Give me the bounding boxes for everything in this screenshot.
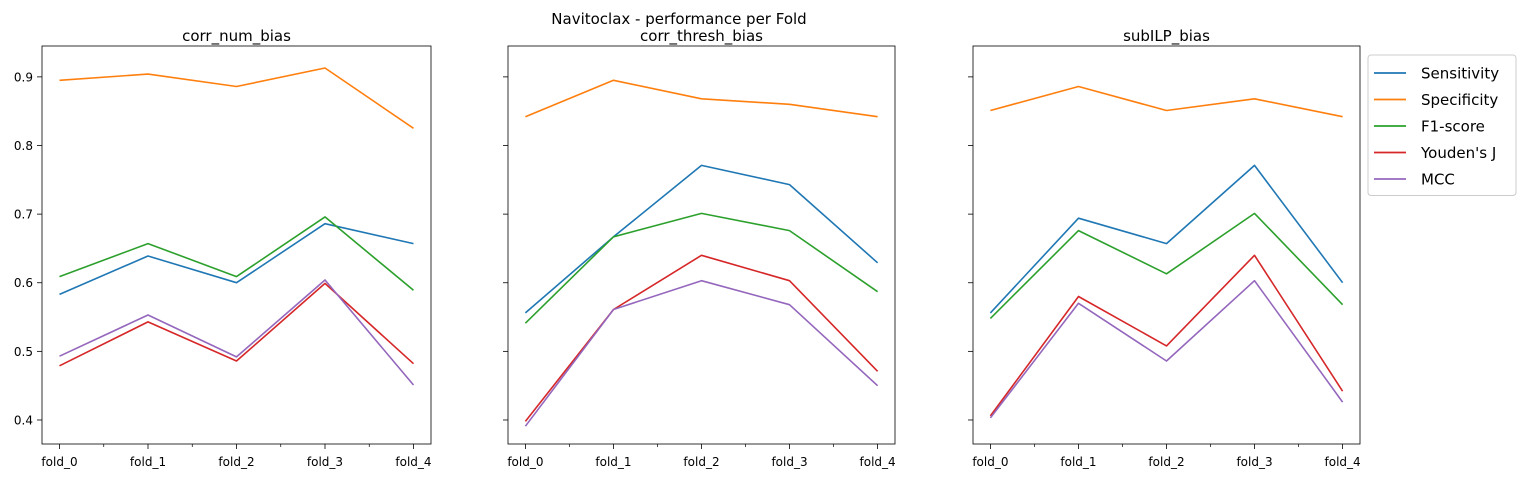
legend-label: F1-score <box>1421 118 1485 136</box>
legend-label: MCC <box>1421 171 1455 189</box>
figure-suptitle: Navitoclax - performance per Fold <box>551 10 806 28</box>
subplot-1: corr_num_bias fold_0 fold_1 fold_2 fold_3 fol… <box>14 27 432 469</box>
series-line-specificity <box>525 79 878 118</box>
y-tick-label: 0.8 <box>14 139 33 153</box>
legend-label: Specificity <box>1421 91 1498 109</box>
legend-entry: Sensitivity <box>1374 65 1499 83</box>
legend-entry: MCC <box>1374 171 1455 189</box>
series-line-youden-s-j <box>59 282 415 367</box>
series-line-sensitivity <box>59 222 414 296</box>
series-line-mcc <box>524 279 879 427</box>
legend: Sensitivity Specificity F1-score Youden's J… <box>1367 54 1517 196</box>
x-tick-label: fold_4 <box>860 455 896 469</box>
axes-frame <box>507 45 896 445</box>
legend-entry: Youden's J <box>1374 144 1496 162</box>
x-tick-label: fold_2 <box>1148 455 1184 469</box>
x-tick-label: fold_0 <box>507 455 543 469</box>
y-tick-label: 0.5 <box>14 345 33 359</box>
axes-frame <box>41 45 432 445</box>
series-line-specificity <box>990 85 1343 118</box>
y-tick-label: 0.4 <box>14 413 33 427</box>
subplot-title: subILP_bias <box>1123 27 1210 46</box>
x-tick-label: fold_1 <box>130 455 166 469</box>
series-line-f1-score <box>524 212 879 324</box>
series-line-sensitivity <box>524 164 879 314</box>
y-tick-label: 0.7 <box>14 208 33 222</box>
subplot-2: corr_thresh_bias fold_0 fold_1 fold_2 fold_3… <box>503 27 896 469</box>
y-tick-label: 0.9 <box>14 70 33 84</box>
legend-frame <box>1367 54 1517 196</box>
x-tick-label: fold_1 <box>595 455 631 469</box>
x-tick-label: fold_2 <box>218 455 254 469</box>
series-line-youden-s-j <box>524 254 879 422</box>
x-tick-label: fold_3 <box>771 455 807 469</box>
series-line-mcc <box>989 279 1344 419</box>
legend-entry: Specificity <box>1374 91 1498 109</box>
series-line-f1-score <box>989 212 1344 319</box>
x-tick-label: fold_0 <box>41 455 77 469</box>
x-tick-label: fold_0 <box>972 455 1008 469</box>
series-line-f1-score <box>59 216 415 291</box>
subplots-group: corr_num_bias fold_0 fold_1 fold_2 fold_3 fol… <box>14 27 1361 469</box>
x-tick-label: fold_3 <box>307 455 343 469</box>
legend-label: Sensitivity <box>1421 65 1499 83</box>
x-tick-label: fold_4 <box>1325 455 1361 469</box>
legend-entry: F1-score <box>1374 118 1485 136</box>
series-line-specificity <box>59 67 414 129</box>
subplot-3: subILP_bias fold_0 fold_1 fold_2 fold_3 fold_… <box>968 27 1361 469</box>
axes-frame <box>972 45 1361 445</box>
series-line-mcc <box>59 279 415 386</box>
y-tick-label: 0.6 <box>14 276 33 290</box>
series-line-youden-s-j <box>989 254 1344 417</box>
x-tick-label: fold_1 <box>1060 455 1096 469</box>
subplot-title: corr_thresh_bias <box>640 27 763 46</box>
subplot-title: corr_num_bias <box>182 27 291 46</box>
series-line-sensitivity <box>989 164 1344 314</box>
x-tick-label: fold_2 <box>683 455 719 469</box>
x-tick-label: fold_3 <box>1236 455 1272 469</box>
x-tick-label: fold_4 <box>395 455 431 469</box>
legend-label: Youden's J <box>1420 144 1496 162</box>
